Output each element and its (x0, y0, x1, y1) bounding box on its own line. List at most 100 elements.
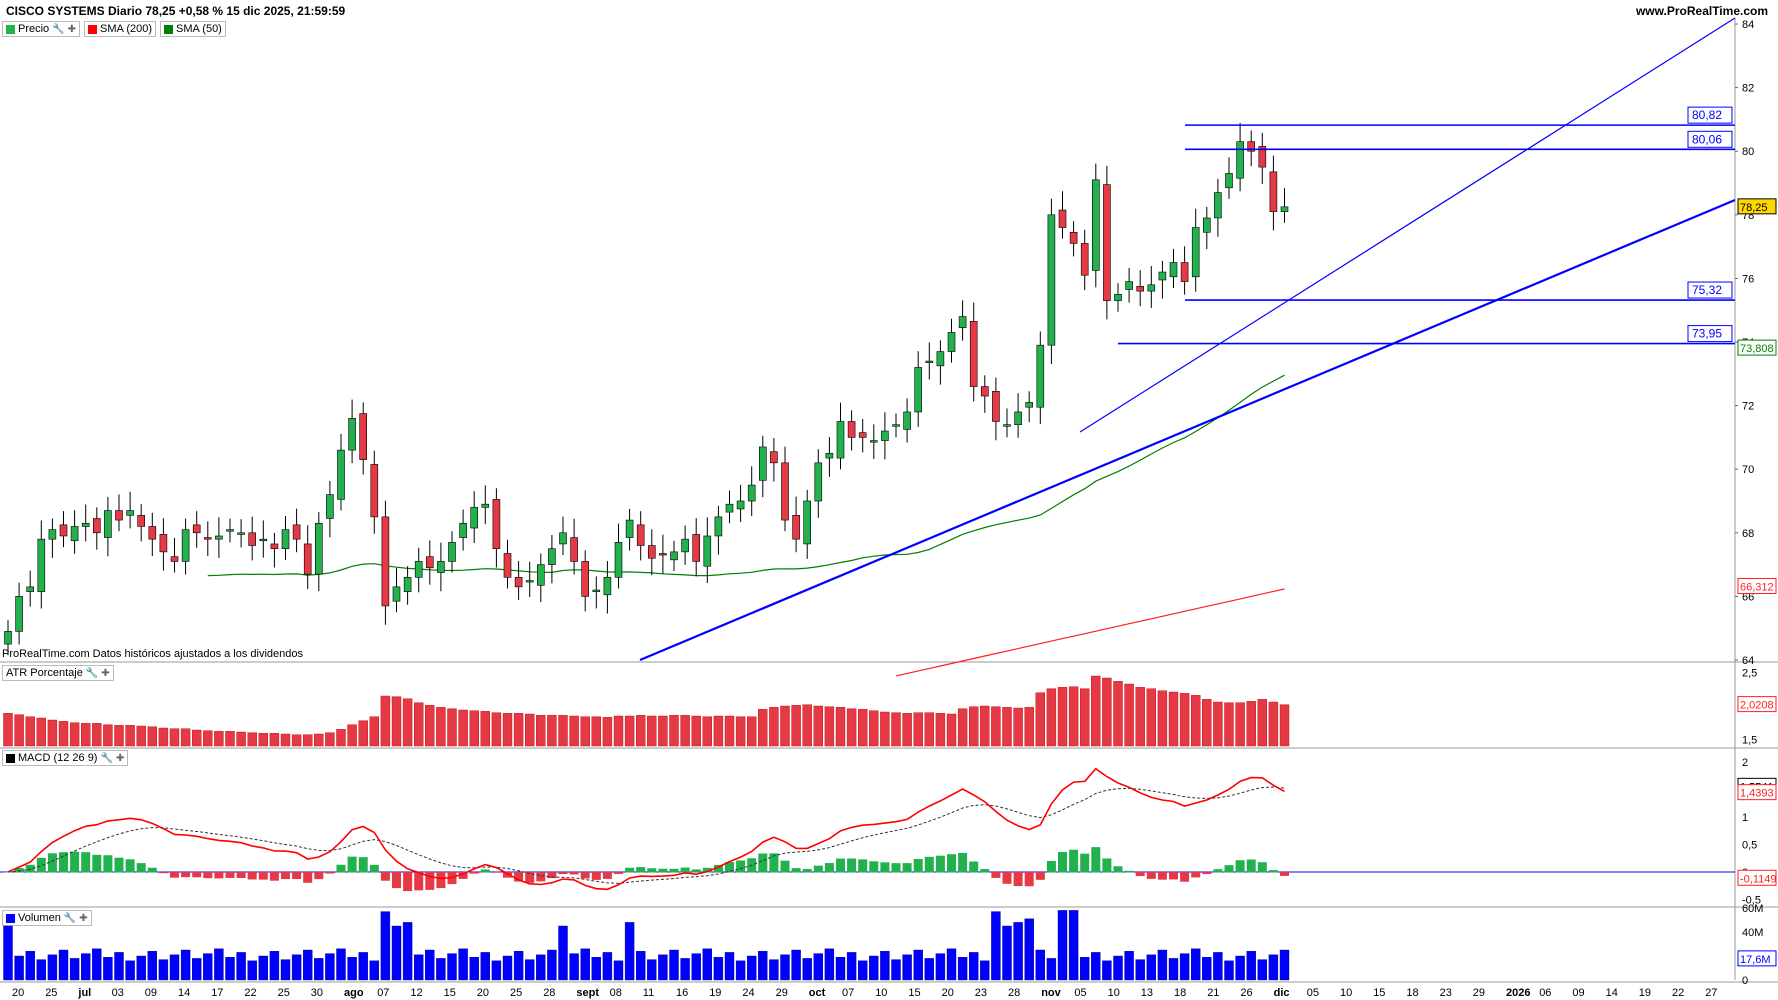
candle-body (470, 507, 479, 529)
candle-body (1225, 173, 1233, 189)
atr-bar (769, 707, 779, 747)
candle-body (37, 538, 46, 592)
atr-bar (36, 717, 46, 747)
candle-body (614, 542, 623, 578)
volume-bar (247, 960, 257, 981)
price-axis-tick: 64 (1742, 655, 1754, 667)
wrench-icon[interactable]: 🔧 (100, 752, 113, 764)
macd-hist-bar (1246, 859, 1256, 873)
macd-hist-bar (1280, 871, 1289, 876)
volume-bar (191, 958, 202, 981)
volume-bar (358, 952, 368, 981)
legend-price[interactable]: Precio 🔧 ✚ (2, 21, 81, 37)
macd-hist-bar (1113, 866, 1123, 873)
atr-bar (1035, 692, 1046, 747)
atr-panel-label[interactable]: ATR Porcentaje 🔧 ✚ (2, 665, 114, 681)
macd-hist-bar (192, 871, 202, 878)
volume-bar (280, 959, 291, 981)
candle-body (93, 518, 101, 534)
volume-bar (946, 948, 957, 981)
volume-bar (724, 952, 735, 981)
price-axis-tick: 76 (1742, 273, 1754, 285)
atr-bar (1157, 690, 1168, 747)
candle-body (714, 516, 723, 537)
atr-bar (469, 710, 479, 747)
macd-hist-bar (924, 856, 934, 873)
macd-hist-bar (114, 857, 124, 873)
macd-hist-bar (1124, 870, 1134, 873)
candle-body (992, 390, 1000, 422)
atr-bar (1046, 688, 1057, 747)
atr-bar (358, 720, 368, 747)
macd-hist-bar (303, 871, 313, 883)
candle-body (792, 515, 800, 540)
plus-icon[interactable]: ✚ (67, 23, 77, 35)
candle-body (1236, 141, 1244, 179)
volume-bar (114, 952, 124, 981)
candle-body (892, 424, 900, 427)
candle-body (281, 529, 290, 549)
current-price-tag-box (1737, 198, 1777, 215)
volume-bar (1246, 951, 1256, 981)
macd-hist-bar (658, 868, 668, 873)
atr-bar (180, 728, 191, 747)
x-axis-tick: 2026 (1506, 987, 1530, 999)
volume-bar (624, 922, 635, 981)
candle-body (603, 577, 612, 596)
candle-body (259, 538, 268, 542)
macd-hist-bar (514, 871, 524, 882)
legend-sma200[interactable]: SMA (200) (84, 21, 156, 37)
macd-hist-bar (1035, 871, 1045, 880)
wrench-icon[interactable]: 🔧 (52, 23, 65, 35)
macd-hist-bar (569, 871, 579, 875)
site-brand[interactable]: www.ProRealTime.com (1635, 4, 1768, 18)
macd-hist-bar (680, 867, 690, 873)
atr-bar (458, 709, 468, 747)
trendline-primary (639, 198, 1736, 662)
volume-bar (25, 951, 35, 981)
volume-bar (613, 960, 624, 981)
atr-bar (747, 716, 757, 747)
macd-axis-tick: 1 (1742, 812, 1748, 824)
legend-sma50[interactable]: SMA (50) (160, 21, 226, 37)
atr-bar (624, 715, 635, 747)
x-axis-tick: oct (809, 987, 826, 999)
atr-bar (1135, 687, 1145, 747)
candle-body (1014, 411, 1022, 425)
volume-bar (525, 959, 535, 981)
volume-bar (1224, 960, 1234, 981)
plus-icon[interactable]: ✚ (79, 912, 88, 924)
macd-hist-bar (736, 860, 746, 873)
macd-panel-label[interactable]: MACD (12 26 9) 🔧 ✚ (2, 750, 129, 766)
atr-bar (1113, 681, 1123, 747)
atr-bar (957, 708, 968, 747)
volume-bar (513, 951, 524, 981)
level-label: 73,95 (1692, 327, 1722, 341)
macd-hist-bar (824, 863, 834, 873)
macd-hist-bar (1024, 871, 1034, 887)
volume-bar (957, 957, 968, 981)
volume-bar (602, 952, 613, 981)
volume-bar (314, 958, 324, 981)
macd-hist-bar (1257, 862, 1267, 873)
macd-hist-bar (869, 861, 879, 873)
macd-hist-bar (36, 857, 46, 873)
candle-body (292, 524, 301, 540)
volume-bar (1013, 922, 1023, 981)
candle-body (381, 516, 390, 607)
plus-icon[interactable]: ✚ (101, 667, 110, 679)
volume-bar (380, 911, 391, 981)
macd-hist-bar (1002, 871, 1012, 884)
candle-body (747, 484, 756, 502)
atr-bar (47, 719, 58, 747)
candle-body (392, 586, 401, 602)
wrench-icon[interactable]: 🔧 (63, 912, 77, 924)
macd-hist-bar (1180, 871, 1190, 882)
plus-icon[interactable]: ✚ (115, 752, 125, 764)
atr-bar (1268, 701, 1279, 747)
volume-panel-label[interactable]: Volumen 🔧 ✚ (2, 910, 92, 926)
wrench-icon[interactable]: 🔧 (85, 667, 99, 679)
price-axis-tick: 70 (1742, 464, 1754, 476)
candle-body (548, 548, 556, 565)
macd-hist-bar (669, 868, 679, 873)
